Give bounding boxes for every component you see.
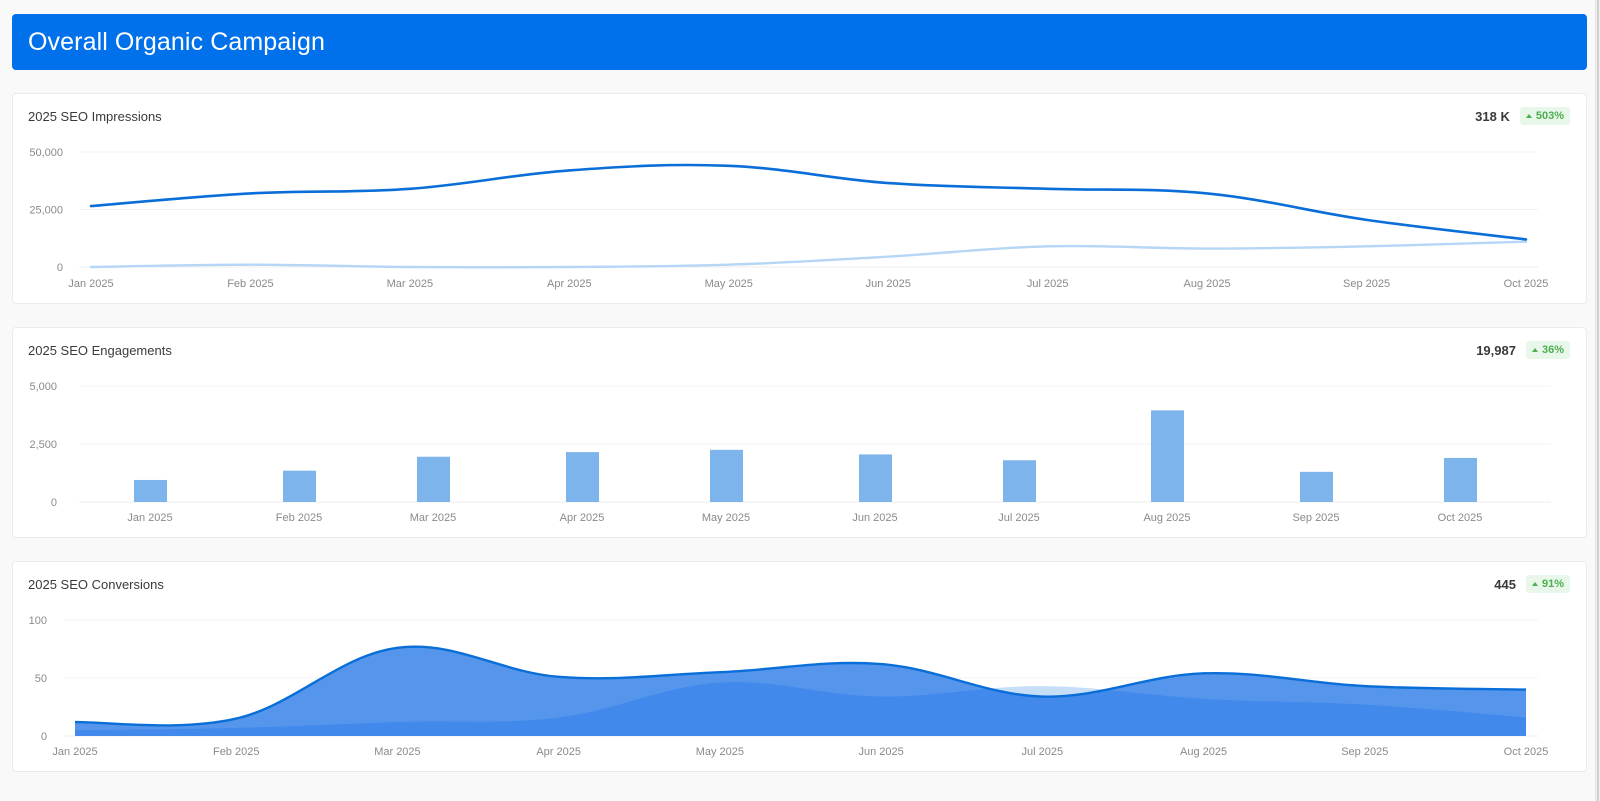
x-tick-label: Apr 2025	[560, 512, 605, 524]
kpi-summary: 445 91%	[1494, 575, 1570, 593]
x-tick-label: Mar 2025	[387, 278, 433, 290]
x-tick-label: Apr 2025	[547, 278, 592, 290]
kpi-value: 445	[1494, 576, 1516, 592]
y-tick-label: 0	[57, 262, 63, 274]
kpi-value: 318 K	[1475, 108, 1510, 124]
x-tick-label: Jul 2025	[998, 512, 1040, 524]
x-tick-label: Oct 2025	[1438, 512, 1483, 524]
x-tick-label: Jul 2025	[1022, 746, 1064, 758]
x-tick-label: Jun 2025	[852, 512, 897, 524]
engagements-bar-chart[interactable]: 0 2,500 5,000 Jan 2025 Feb 2025 Mar 2025 Apr 2…	[13, 328, 1588, 539]
conversions-area-chart[interactable]: 0 50 100 Jan 2025 Feb 2025 Mar 2025 Apr 2025 Ma…	[13, 562, 1588, 773]
bar[interactable]	[283, 470, 316, 502]
y-tick-label: 50,000	[29, 147, 63, 159]
x-tick-label: Feb 2025	[227, 278, 273, 290]
x-tick-label: Aug 2025	[1184, 278, 1231, 290]
y-tick-label: 0	[41, 731, 47, 743]
bar[interactable]	[710, 449, 743, 502]
x-tick-label: Jul 2025	[1027, 278, 1069, 290]
x-tick-label: Sep 2025	[1341, 746, 1388, 758]
x-tick-label: Feb 2025	[213, 746, 259, 758]
impressions-line-chart[interactable]: 0 25,000 50,000 Jan 2025 Feb 2025 Mar 2025 Apr…	[13, 94, 1588, 305]
arrow-up-icon	[1531, 348, 1538, 352]
y-tick-label: 0	[51, 497, 57, 509]
kpi-summary: 318 K 503%	[1475, 107, 1570, 125]
y-tick-label: 50	[35, 673, 47, 685]
change-percent: 503%	[1535, 110, 1564, 122]
kpi-value: 19,987	[1476, 342, 1516, 358]
kpi-summary: 19,987 36%	[1476, 341, 1570, 359]
bar[interactable]	[566, 452, 599, 502]
x-tick-label: Oct 2025	[1504, 278, 1549, 290]
bar[interactable]	[1151, 410, 1184, 502]
x-tick-label: Jun 2025	[858, 746, 903, 758]
change-badge: 91%	[1525, 575, 1570, 593]
area-series[interactable]	[75, 682, 1526, 736]
change-badge: 503%	[1519, 107, 1570, 125]
impressions-card: 2025 SEO Impressions 318 K 503% 0 25,000 5…	[12, 93, 1587, 304]
bar[interactable]	[859, 454, 892, 502]
line-series[interactable]	[89, 163, 1528, 241]
x-tick-label: Sep 2025	[1343, 278, 1390, 290]
y-tick-label: 2,500	[29, 439, 57, 451]
vertical-scrollbar[interactable]	[1595, 0, 1600, 801]
card-title: 2025 SEO Conversions	[28, 577, 164, 592]
page-header: Overall Organic Campaign	[12, 14, 1587, 70]
page-title: Overall Organic Campaign	[28, 27, 325, 56]
conversions-card: 2025 SEO Conversions 445 91% 0 50 100 Jan 2…	[12, 561, 1587, 772]
card-title: 2025 SEO Engagements	[28, 343, 172, 358]
y-tick-label: 5,000	[29, 381, 57, 393]
change-badge: 36%	[1525, 341, 1570, 359]
x-tick-label: May 2025	[702, 512, 750, 524]
engagements-card: 2025 SEO Engagements 19,987 36% 0 2,500 5,…	[12, 327, 1587, 538]
bar[interactable]	[1003, 460, 1036, 502]
x-tick-label: Aug 2025	[1143, 512, 1190, 524]
x-tick-label: Jan 2025	[127, 512, 172, 524]
x-tick-label: May 2025	[696, 746, 744, 758]
x-tick-label: Aug 2025	[1180, 746, 1227, 758]
x-tick-label: May 2025	[705, 278, 753, 290]
card-title: 2025 SEO Impressions	[28, 109, 162, 124]
x-tick-label: Sep 2025	[1292, 512, 1339, 524]
change-percent: 36%	[1541, 344, 1564, 356]
bar[interactable]	[417, 456, 450, 502]
x-tick-label: Jun 2025	[866, 278, 911, 290]
x-tick-label: Feb 2025	[276, 512, 322, 524]
y-tick-label: 100	[29, 615, 47, 627]
bar[interactable]	[1444, 457, 1477, 502]
x-tick-label: Oct 2025	[1504, 746, 1549, 758]
bar[interactable]	[1300, 471, 1333, 502]
change-percent: 91%	[1541, 578, 1564, 590]
scrollbar-thumb[interactable]	[1597, 0, 1599, 801]
line-series[interactable]	[89, 240, 1528, 269]
arrow-up-icon	[1531, 582, 1538, 586]
x-tick-label: Jan 2025	[68, 278, 113, 290]
y-tick-label: 25,000	[29, 205, 63, 217]
x-tick-label: Mar 2025	[374, 746, 420, 758]
bar[interactable]	[134, 479, 167, 502]
arrow-up-icon	[1525, 114, 1532, 118]
x-tick-label: Jan 2025	[52, 746, 97, 758]
area-outline	[74, 645, 1527, 727]
x-tick-label: Apr 2025	[536, 746, 581, 758]
x-tick-label: Mar 2025	[410, 512, 456, 524]
